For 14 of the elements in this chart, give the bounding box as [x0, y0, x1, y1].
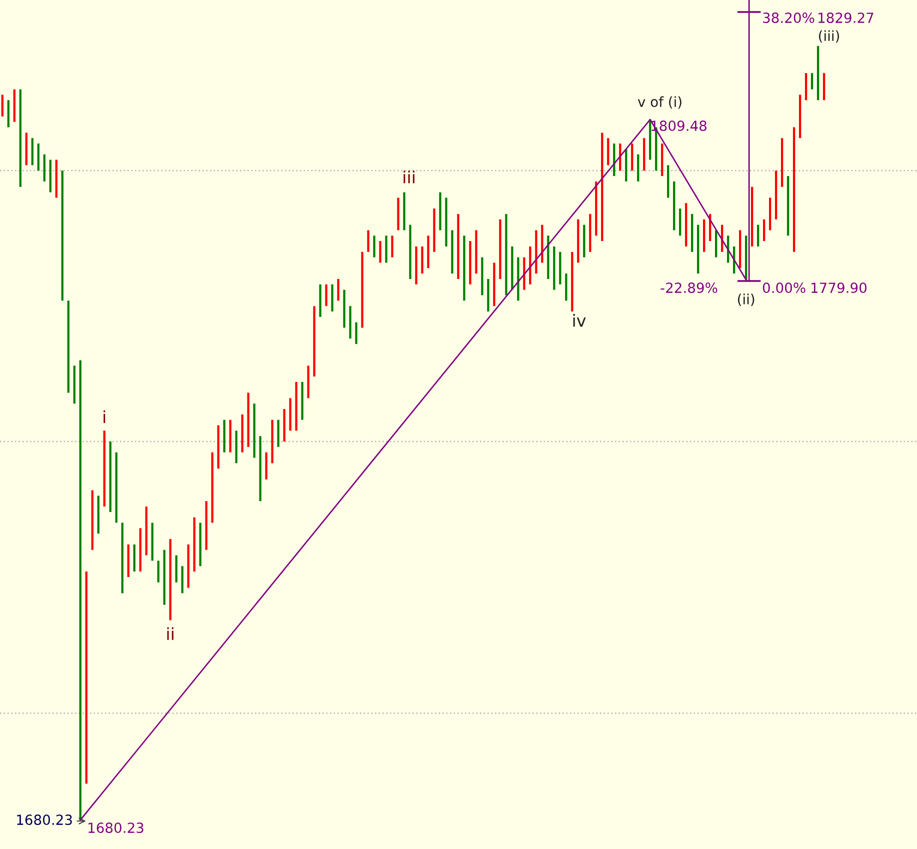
annotation: -22.89% [660, 282, 718, 294]
annotation: 1779.90 [812, 282, 867, 294]
text: 1829.27 [818, 12, 874, 24]
annotation: 0.00% [762, 282, 806, 294]
annotation: ii [167, 627, 174, 640]
text: 38.20% [763, 12, 814, 24]
annotation: 1680.23 [17, 814, 72, 826]
annotation: i [104, 410, 106, 424]
annotation: iv [573, 314, 586, 327]
annotation: v of (i) [638, 96, 682, 109]
annotation: iii [404, 170, 414, 184]
text: 1680.23 [88, 822, 144, 834]
text: (iii) [818, 30, 840, 43]
annotation: (ii) [738, 294, 754, 306]
